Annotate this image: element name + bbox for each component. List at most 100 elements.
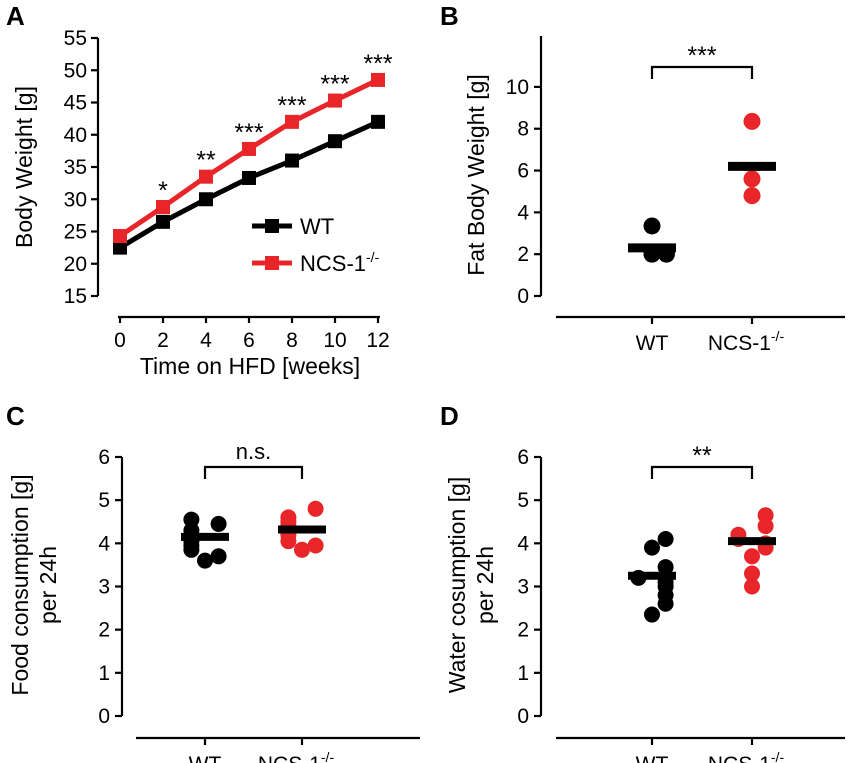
- y-tick-label: 2: [517, 243, 529, 266]
- y-axis-title-line-2: per 24h: [472, 546, 498, 624]
- data-point-wt: [644, 539, 660, 556]
- legend-label: NCS-1-/-: [300, 249, 380, 276]
- y-tick-label: 10: [506, 76, 529, 99]
- y-tick-label: 4: [98, 532, 110, 555]
- significance-bracket: [650, 65, 754, 79]
- x-tick-label: WT: [636, 332, 669, 355]
- data-point-ncs1: [744, 578, 760, 595]
- data-point-ncs1: [294, 541, 310, 558]
- y-tick-label: 6: [517, 160, 529, 183]
- data-point-wt: [285, 153, 299, 168]
- significance-annotation: ***: [277, 92, 306, 120]
- legend-label-superscript: -/-: [366, 249, 380, 265]
- legend-marker: [265, 219, 279, 233]
- y-axis-title-line-2: per 24h: [35, 546, 61, 624]
- significance-label: **: [692, 442, 712, 470]
- panel-label-d: D: [440, 401, 459, 431]
- x-tick-label: NCS-1-/-: [708, 328, 785, 355]
- significance-annotation: **: [196, 147, 216, 175]
- x-tick-label: 12: [366, 329, 389, 352]
- data-point-ncs1: [307, 500, 324, 517]
- y-tick-label: 0: [517, 285, 529, 308]
- panel-c-chart: 0 1 2 3 4 5 6 WT NCS-1-/- Food consumption [g]per…: [7, 439, 420, 763]
- data-point-wt: [183, 511, 200, 528]
- x-tick-label: 4: [200, 329, 212, 352]
- significance-bracket: [650, 465, 754, 479]
- x-tick-label: WT: [636, 753, 669, 763]
- data-point-wt: [197, 552, 213, 569]
- x-tick-label-superscript: -/-: [771, 328, 785, 344]
- data-point-ncs1: [199, 169, 213, 184]
- y-tick-label: 6: [517, 446, 529, 469]
- x-tick-label: 2: [157, 329, 169, 352]
- data-point-ncs1: [371, 72, 385, 87]
- data-point-wt: [113, 240, 127, 255]
- y-axis-title: Water cosumption [g]: [444, 477, 470, 693]
- y-tick-label: 40: [64, 124, 87, 147]
- data-point-wt: [242, 170, 256, 185]
- x-tick-label: 6: [243, 329, 255, 352]
- data-point-ncs1: [242, 141, 256, 156]
- y-tick-label: 0: [517, 705, 529, 728]
- y-tick-label: 45: [64, 92, 87, 115]
- y-tick-label: 3: [517, 576, 529, 599]
- y-axis-title: Food consumption [g]: [7, 474, 33, 695]
- data-point-ncs1: [757, 507, 774, 524]
- x-tick-label: 10: [323, 329, 346, 352]
- panel-label-c: C: [6, 401, 25, 431]
- y-tick-label: 2: [98, 619, 110, 642]
- data-point-ncs1: [743, 170, 761, 188]
- x-tick-label: 8: [286, 329, 298, 352]
- significance-bracket: [203, 465, 304, 479]
- y-axis-title: Fat Body Weight [g]: [463, 74, 489, 276]
- y-tick-label: 5: [98, 489, 110, 512]
- data-point-wt: [199, 192, 213, 207]
- x-tick-label-superscript: -/-: [321, 749, 335, 763]
- data-point-ncs1: [744, 565, 760, 582]
- x-tick-label: NCS-1-/-: [708, 749, 785, 763]
- x-tick-label: WT: [189, 753, 222, 763]
- data-point-ncs1: [328, 93, 342, 108]
- data-point-ncs1: [285, 114, 299, 129]
- y-tick-label: 20: [64, 253, 87, 276]
- data-point-ncs1: [744, 548, 760, 565]
- legend-label: WT: [300, 214, 334, 239]
- y-axis-title: Body Weight [g]: [11, 86, 37, 248]
- data-point-wt: [210, 548, 227, 565]
- data-point-wt: [210, 515, 227, 532]
- panel-label-a: A: [6, 1, 25, 31]
- y-tick-label: 30: [64, 188, 87, 211]
- y-tick-label: 5: [517, 489, 529, 512]
- significance-label: ***: [687, 42, 716, 70]
- data-point-ncs1: [156, 199, 170, 214]
- data-point-wt: [657, 559, 674, 576]
- y-tick-label: 2: [517, 619, 529, 642]
- y-tick-label: 8: [517, 118, 529, 141]
- y-tick-label: 6: [98, 446, 110, 469]
- data-point-wt: [643, 217, 661, 235]
- panel-b-chart: 0 2 4 6 8 10 WT NCS-1-/- Fat Body Weight [g] ***: [463, 36, 845, 355]
- significance-annotation: ***: [320, 71, 349, 99]
- data-point-wt: [371, 114, 385, 129]
- y-tick-label: 50: [64, 59, 87, 82]
- legend-marker: [265, 256, 279, 270]
- x-tick-label: NCS-1-/-: [258, 749, 335, 763]
- data-point-wt: [657, 531, 674, 548]
- panel-label-b: B: [440, 1, 459, 31]
- x-tick-label: 0: [114, 329, 126, 352]
- y-tick-label: 25: [64, 221, 87, 244]
- significance-label: n.s.: [236, 439, 271, 464]
- data-point-wt: [328, 134, 342, 149]
- data-point-wt: [156, 214, 170, 229]
- x-axis-title: Time on HFD [weeks]: [140, 353, 360, 379]
- panel-d-chart: 0 1 2 3 4 5 6 WT NCS-1-/- Water cosumption [g]per…: [444, 442, 845, 763]
- x-tick-label-superscript: -/-: [771, 749, 785, 763]
- significance-annotation: ***: [363, 50, 392, 78]
- significance-annotation: *: [158, 177, 168, 205]
- data-point-wt: [644, 606, 660, 623]
- significance-annotation: ***: [234, 119, 263, 147]
- y-tick-label: 1: [98, 662, 110, 685]
- y-tick-label: 1: [517, 662, 529, 685]
- y-tick-label: 55: [64, 27, 87, 50]
